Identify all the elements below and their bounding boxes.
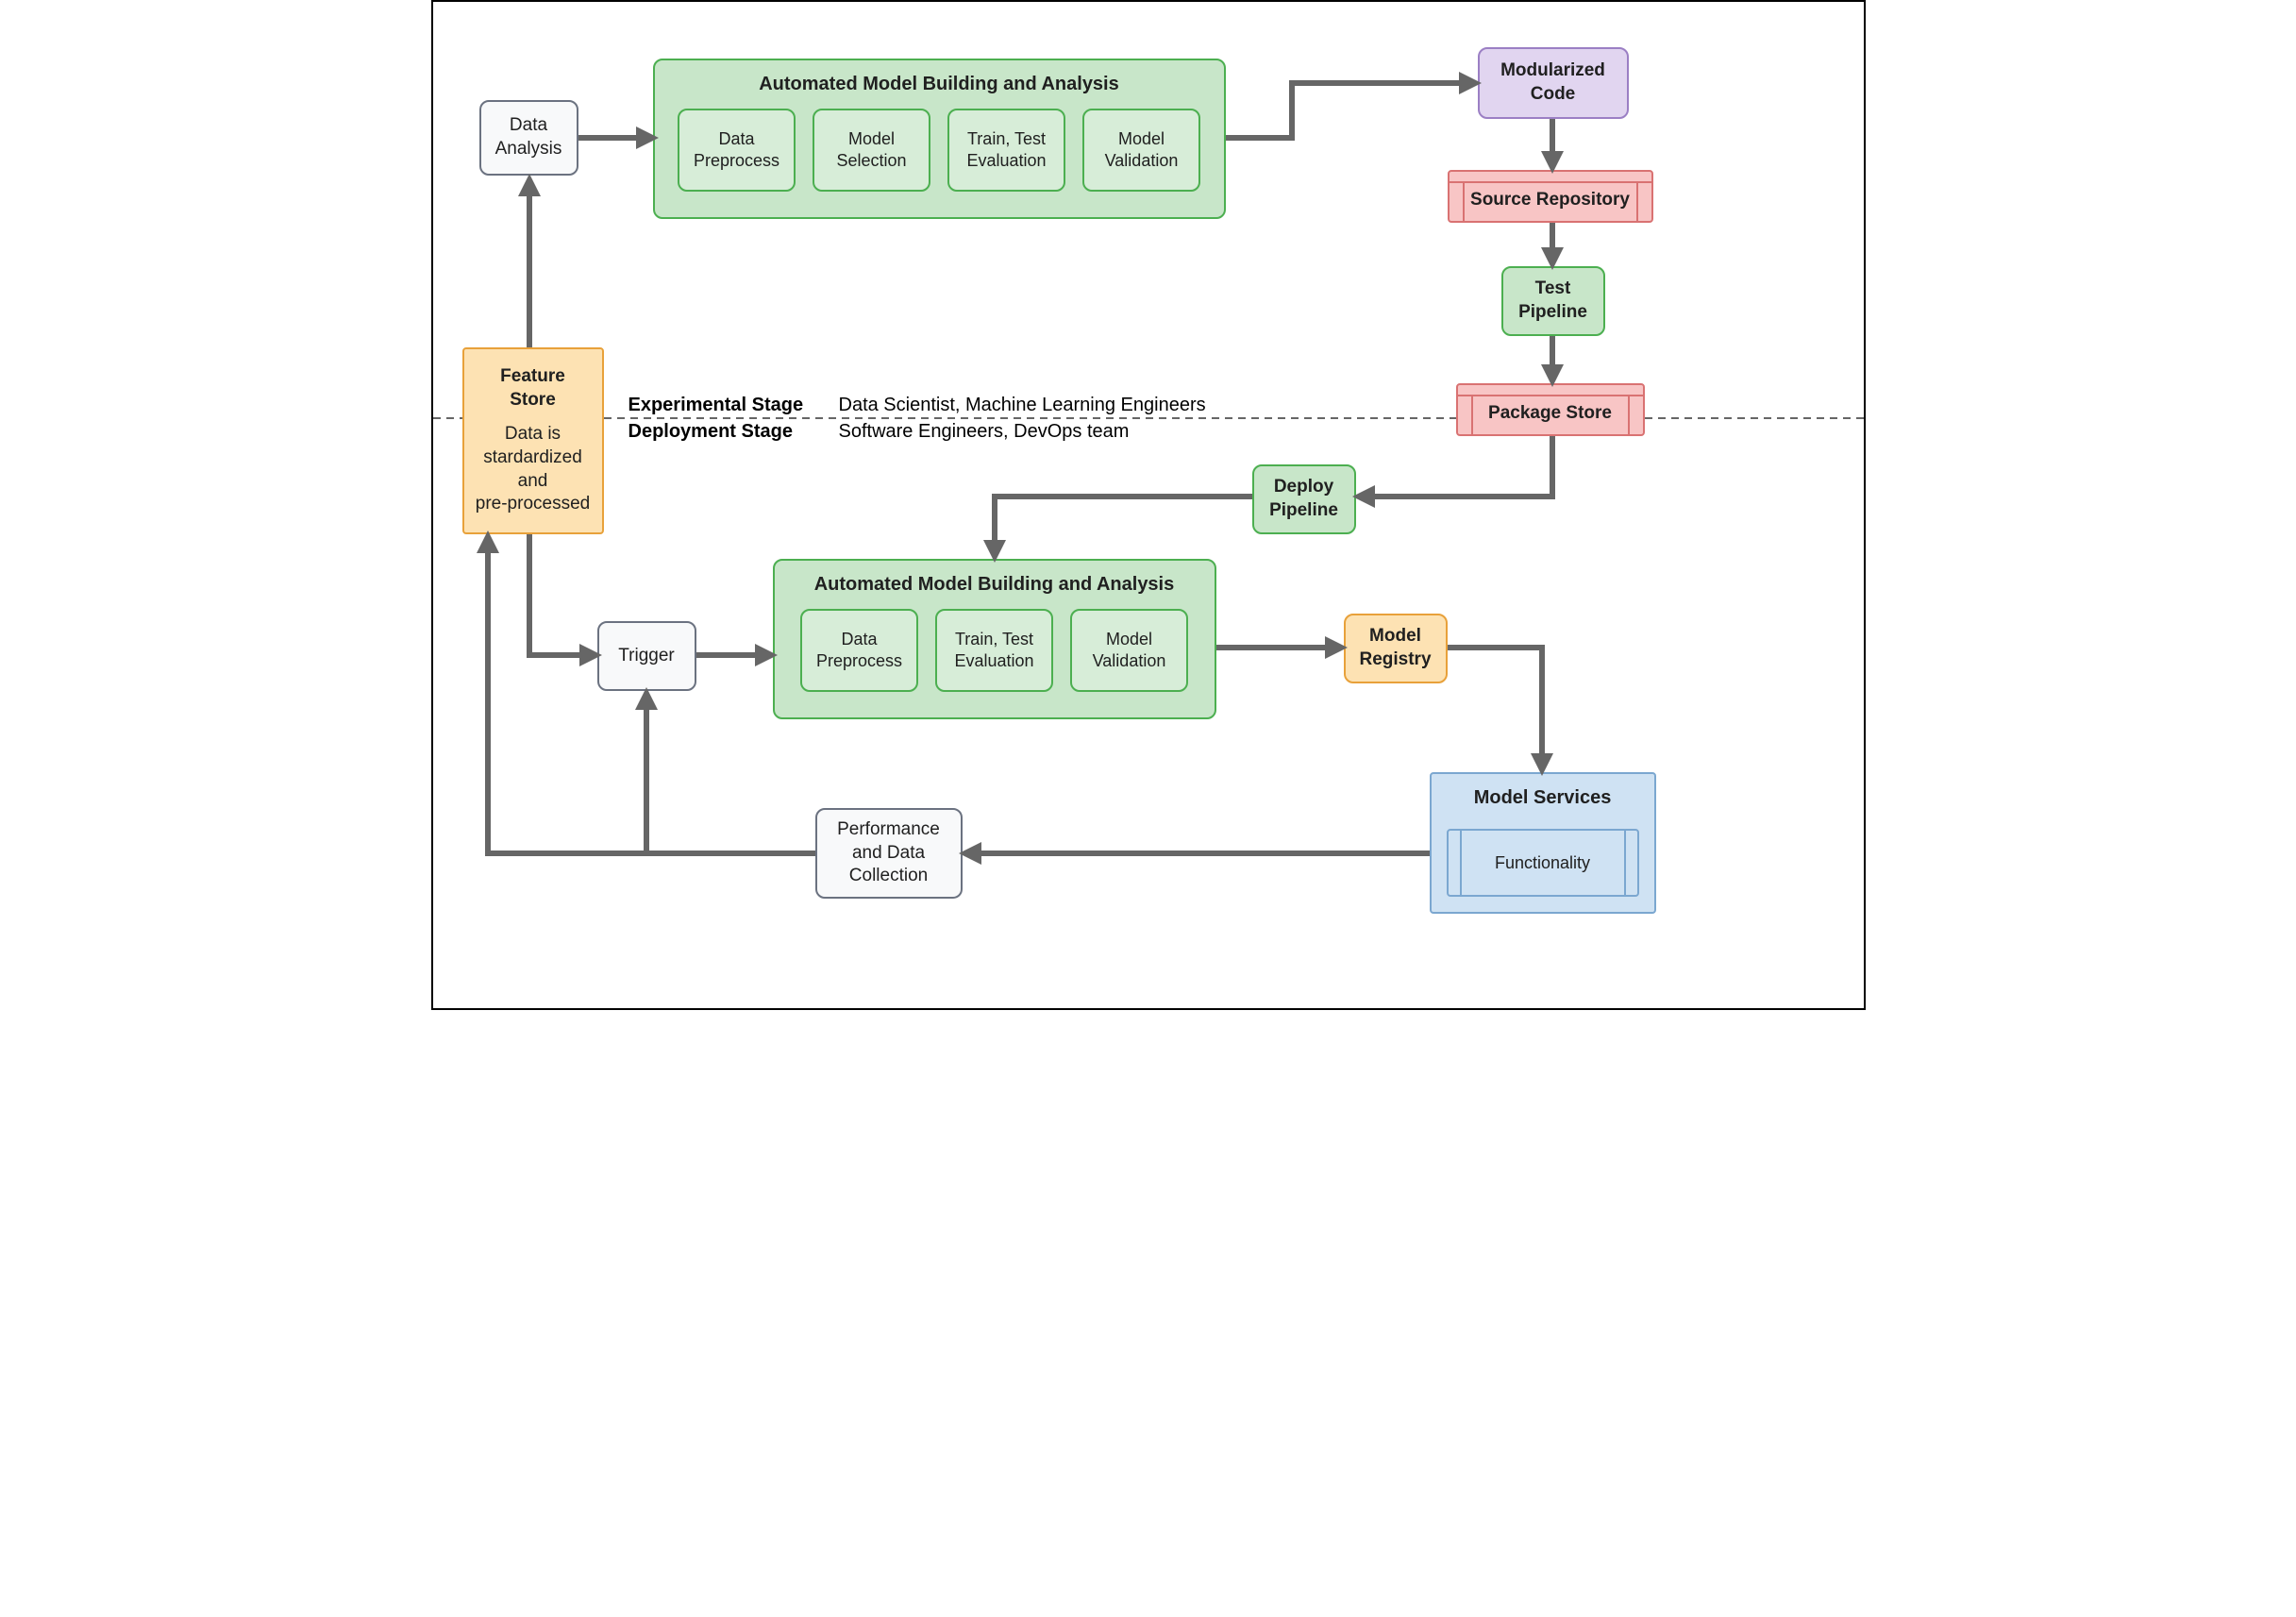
subbox: ModelValidation [1070, 609, 1188, 692]
edge-amb1-to-modularized_code [1226, 83, 1476, 138]
node-label: ModularizedCode [1500, 59, 1605, 106]
stage-label-deployment: Deployment Stage [628, 421, 793, 443]
stage-roles-experimental: Data Scientist, Machine Learning Enginee… [839, 395, 1206, 416]
node-feature_store: Feature Store Data isstardardizedandpre-p… [462, 347, 604, 534]
subbox: DataPreprocess [678, 109, 796, 192]
node-perf_collection: Performanceand DataCollection [815, 808, 963, 899]
subbox: Train, TestEvaluation [935, 609, 1053, 692]
node-package_store: Package Store [1456, 383, 1645, 436]
container-title: Automated Model Building and Analysis [775, 574, 1215, 596]
stage-roles-deployment: Software Engineers, DevOps team [839, 421, 1130, 443]
model-services-title: Model Services [1432, 787, 1654, 809]
node-source_repo: Source Repository [1448, 170, 1653, 223]
feature-store-title: Feature Store [476, 365, 591, 412]
diagram-canvas: DataAnalysis Feature Store Data isstardard… [431, 0, 1866, 1010]
node-model_registry: ModelRegistry [1344, 614, 1448, 683]
node-test_pipeline: TestPipeline [1501, 266, 1605, 336]
node-label: Performanceand DataCollection [837, 818, 940, 888]
edge-deploy_pipeline-to-amb2 [995, 497, 1252, 557]
subbox: ModelSelection [813, 109, 930, 192]
subbox-row: DataPreprocessTrain, TestEvaluationModel… [775, 609, 1215, 692]
node-label: DataAnalysis [495, 114, 562, 160]
node-deploy_pipeline: DeployPipeline [1252, 464, 1356, 534]
stage-label-experimental: Experimental Stage [628, 395, 804, 416]
functionality-box: Functionality [1447, 829, 1639, 897]
edge-perf_collection-to-feature_store [488, 536, 815, 853]
subbox: ModelValidation [1082, 109, 1200, 192]
container-amb2: Automated Model Building and Analysis Dat… [773, 559, 1216, 719]
store-label: Source Repository [1470, 190, 1630, 211]
node-label: DeployPipeline [1269, 476, 1338, 522]
container-amb1: Automated Model Building and Analysis Dat… [653, 59, 1226, 219]
node-modularized_code: ModularizedCode [1478, 47, 1629, 119]
node-trigger: Trigger [597, 621, 696, 691]
store-label: Package Store [1488, 403, 1612, 424]
node-data_analysis: DataAnalysis [479, 100, 578, 176]
container-title: Automated Model Building and Analysis [655, 74, 1224, 95]
subbox: DataPreprocess [800, 609, 918, 692]
edge-model_registry-to-model_services [1448, 648, 1542, 770]
subbox-row: DataPreprocessModelSelectionTrain, TestE… [655, 109, 1224, 192]
functionality-label: Functionality [1495, 853, 1590, 873]
edge-feature_store-to-trigger [529, 534, 596, 655]
node-label: Trigger [618, 645, 674, 668]
edge-package_store-to-deploy_pipeline [1358, 436, 1552, 497]
subbox: Train, TestEvaluation [947, 109, 1065, 192]
node-label: TestPipeline [1518, 278, 1587, 324]
node-model_services: Model Services Functionality [1430, 772, 1656, 914]
feature-store-sub: Data isstardardizedandpre-processed [476, 423, 590, 516]
node-label: ModelRegistry [1359, 625, 1431, 671]
